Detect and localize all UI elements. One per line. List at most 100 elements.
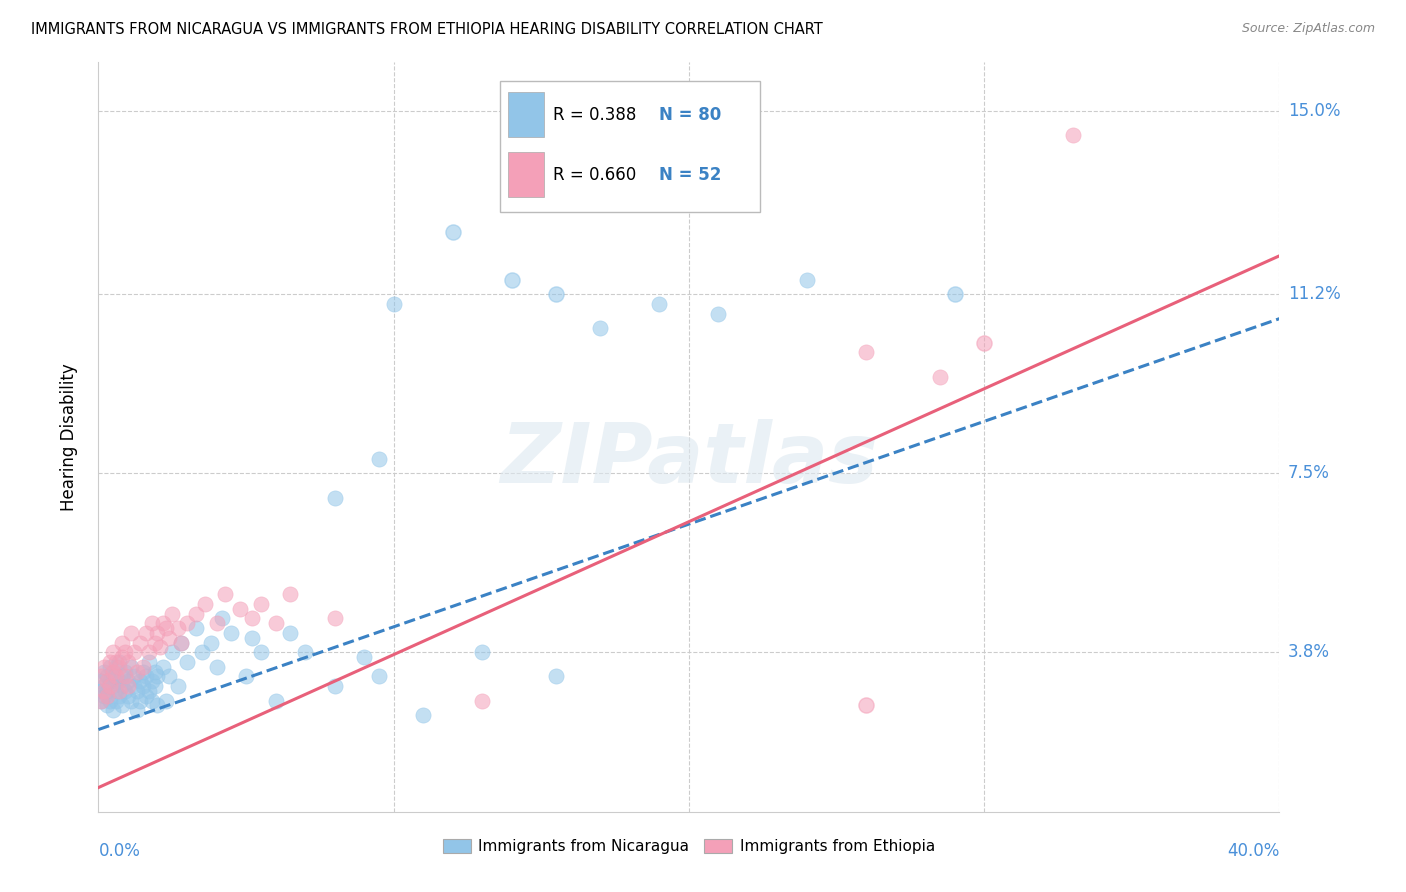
Point [128, 693, 150, 707]
Point [98, 693, 121, 707]
Text: 40.0%: 40.0% [1227, 842, 1279, 860]
Point [96, 674, 118, 689]
Point [90, 684, 112, 698]
Point [280, 625, 302, 640]
Point [111, 669, 134, 683]
Point [589, 321, 612, 335]
Point [103, 679, 125, 693]
Point [648, 297, 671, 311]
Point [141, 693, 163, 707]
Point [471, 645, 494, 659]
Point [155, 621, 177, 635]
Point [250, 645, 273, 659]
Point [855, 345, 877, 359]
Point [323, 611, 346, 625]
Point [170, 635, 193, 649]
Point [93, 665, 115, 679]
Point [382, 297, 405, 311]
Point [264, 693, 287, 707]
Point [368, 669, 391, 683]
Point [111, 679, 134, 693]
Point [125, 665, 148, 679]
Point [546, 669, 568, 683]
Text: 3.8%: 3.8% [1288, 643, 1330, 661]
FancyBboxPatch shape [501, 81, 759, 212]
Legend: Immigrants from Nicaragua, Immigrants from Ethiopia: Immigrants from Nicaragua, Immigrants fr… [437, 832, 941, 860]
Point [353, 650, 375, 665]
Point [114, 665, 136, 679]
Text: Source: ZipAtlas.com: Source: ZipAtlas.com [1241, 22, 1375, 36]
Point [135, 689, 157, 703]
Text: R = 0.388: R = 0.388 [553, 106, 637, 124]
Point [128, 635, 150, 649]
Point [132, 659, 155, 673]
Point [205, 616, 228, 631]
Point [93, 689, 115, 703]
Point [162, 607, 183, 621]
Point [111, 635, 134, 649]
Point [929, 369, 952, 384]
Point [240, 611, 263, 625]
Point [143, 635, 166, 649]
Point [235, 669, 257, 683]
Text: ZIPatlas: ZIPatlas [501, 419, 877, 500]
Point [943, 287, 966, 301]
Point [96, 669, 118, 683]
Point [111, 698, 134, 713]
Point [194, 597, 217, 611]
Point [93, 684, 115, 698]
Point [155, 693, 177, 707]
Point [264, 616, 287, 631]
Point [184, 607, 207, 621]
Point [146, 698, 169, 713]
Point [501, 273, 523, 287]
Point [170, 635, 193, 649]
Point [103, 665, 125, 679]
Point [117, 679, 139, 693]
Point [108, 684, 131, 698]
Point [250, 597, 273, 611]
Point [141, 674, 163, 689]
Point [128, 674, 150, 689]
Point [176, 655, 198, 669]
Point [120, 659, 142, 673]
Point [96, 689, 118, 703]
Point [103, 645, 125, 659]
FancyBboxPatch shape [508, 153, 544, 197]
Point [108, 689, 131, 703]
Point [120, 625, 142, 640]
Point [138, 655, 160, 669]
Point [191, 645, 214, 659]
Point [176, 616, 198, 631]
Point [135, 625, 157, 640]
Point [98, 655, 121, 669]
Point [90, 674, 112, 689]
Point [149, 640, 172, 655]
Point [105, 684, 128, 698]
Point [103, 703, 125, 717]
Point [105, 693, 128, 707]
Point [132, 665, 155, 679]
Point [152, 659, 174, 673]
Point [138, 645, 160, 659]
Point [125, 703, 148, 717]
Point [117, 674, 139, 689]
Text: 15.0%: 15.0% [1288, 102, 1340, 120]
Point [141, 616, 163, 631]
Point [132, 679, 155, 693]
Point [855, 698, 877, 713]
Point [240, 631, 263, 645]
Point [90, 693, 112, 707]
Point [707, 307, 730, 321]
Point [93, 679, 115, 693]
Point [146, 669, 169, 683]
Point [117, 655, 139, 669]
Point [162, 645, 183, 659]
Point [108, 674, 131, 689]
Point [108, 659, 131, 673]
Point [221, 625, 243, 640]
Point [93, 659, 115, 673]
Point [114, 645, 136, 659]
Text: N = 80: N = 80 [659, 106, 721, 124]
Point [214, 587, 236, 601]
